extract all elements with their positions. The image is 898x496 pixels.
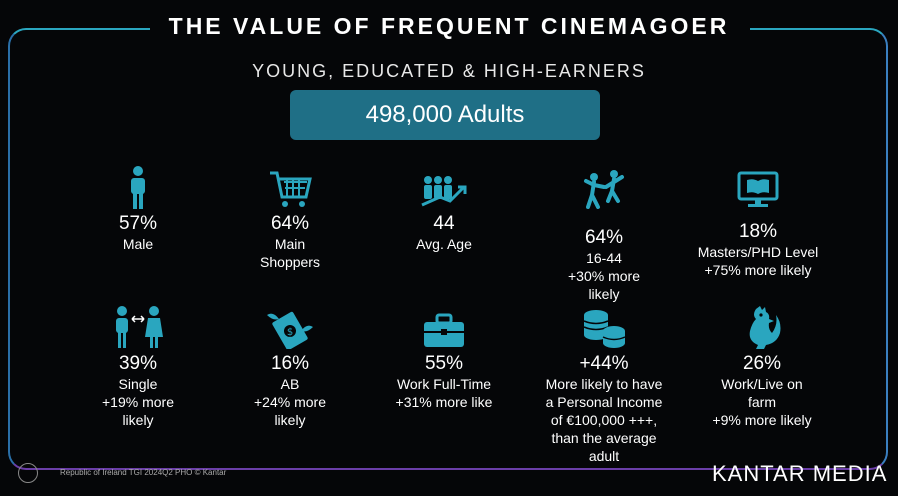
stat-single: 39% Single +19% more likely xyxy=(58,303,218,429)
page-subtitle: YOUNG, EDUCATED & HIGH-EARNERS xyxy=(252,61,646,81)
monitor-book-icon xyxy=(678,163,838,209)
person-icon xyxy=(58,163,218,209)
stat-label: Single +19% more likely xyxy=(102,376,174,428)
stat-ab: $ 16% AB +24% more likely xyxy=(210,303,370,429)
stat-male: 57% Male xyxy=(58,163,218,253)
stat-label: Avg. Age xyxy=(416,236,472,252)
stat-label: 16-44 +30% more likely xyxy=(568,250,640,302)
stat-label: Work Full-Time +31% more like xyxy=(395,376,493,410)
rooster-icon xyxy=(682,303,842,349)
footer-seal-icon xyxy=(18,463,38,483)
stat-avg-age: 44 Avg. Age xyxy=(364,163,524,253)
stat-value: 64% xyxy=(584,227,624,248)
stat-main-shoppers: 64% Main Shoppers xyxy=(210,163,370,271)
headline-text: 498,000 Adults xyxy=(365,101,525,128)
couple-icon xyxy=(58,303,218,349)
stat-value: 44 xyxy=(433,213,455,234)
stat-label: AB +24% more likely xyxy=(254,376,326,428)
stat-farm: 26% Work/Live on farm +9% more likely xyxy=(682,303,842,429)
stat-label: Main Shoppers xyxy=(260,236,320,270)
page-title: THE VALUE OF FREQUENT CINEMAGOER xyxy=(168,13,730,39)
stat-label: More likely to have a Personal Income of €… xyxy=(545,376,663,464)
stat-work-full-time: 55% Work Full-Time +31% more like xyxy=(364,303,524,411)
stat-value: 26% xyxy=(742,353,782,374)
briefcase-icon xyxy=(364,303,524,349)
stat-value: 55% xyxy=(424,353,464,374)
stat-label: Male xyxy=(122,236,154,252)
stat-value: 39% xyxy=(118,353,158,374)
flying-money-icon: $ xyxy=(210,303,370,349)
stat-label: Masters/PHD Level +75% more likely xyxy=(697,244,819,278)
stat-age-16-44: 64% 16-44 +30% more likely xyxy=(524,163,684,303)
shopping-cart-icon xyxy=(210,163,370,209)
coins-icon xyxy=(524,303,684,349)
stat-value: 57% xyxy=(118,213,158,234)
stat-value: 16% xyxy=(270,353,310,374)
footer-source-note: Republic of Ireland TGI 2024Q2 PHO © Kan… xyxy=(60,468,227,477)
title-background xyxy=(150,14,750,46)
headline-box: 498,000 Adults xyxy=(290,90,600,140)
group-growth-icon xyxy=(364,163,524,209)
dancing-people-icon xyxy=(524,163,684,209)
stat-value: 18% xyxy=(738,221,778,242)
brand-logo: KANTAR MEDIA xyxy=(712,461,888,486)
stat-personal-income: +44% More likely to have a Personal Incom… xyxy=(524,303,684,465)
stat-value: 64% xyxy=(270,213,310,234)
svg-text:$: $ xyxy=(287,327,293,338)
stat-masters-phd: 18% Masters/PHD Level +75% more likely xyxy=(678,163,838,279)
stat-label: Work/Live on farm +9% more likely xyxy=(712,376,812,428)
stat-value: +44% xyxy=(579,353,629,374)
